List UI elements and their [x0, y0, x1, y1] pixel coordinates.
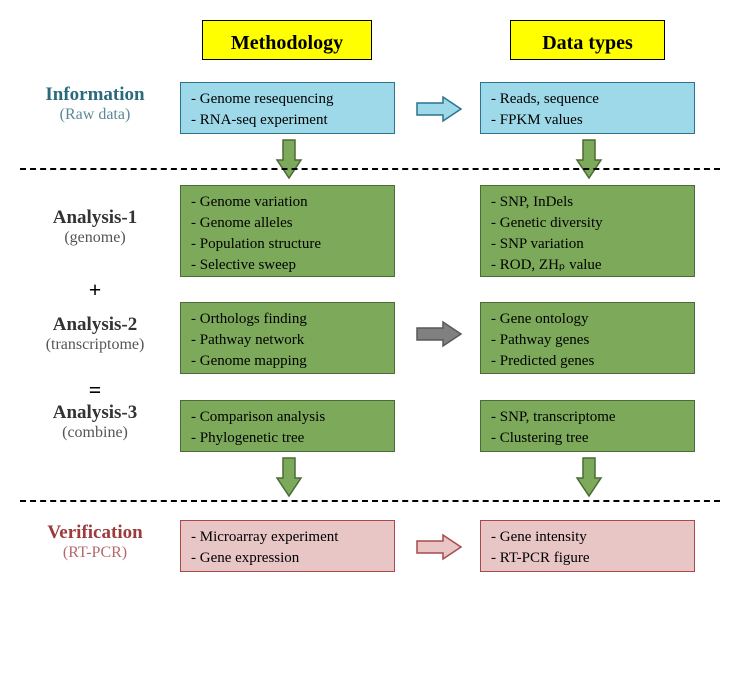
- header-datatypes: Data types: [510, 20, 665, 60]
- box-info-data: - Reads, sequence- FPKM values: [480, 82, 695, 134]
- side-verification: Verification(RT-PCR): [20, 522, 170, 562]
- box-a2-method: - Orthologs finding- Pathway network- Ge…: [180, 302, 395, 374]
- side-information: Information(Raw data): [20, 84, 170, 124]
- arrow-verif-right: [415, 533, 463, 566]
- box-a1-data: - SNP, InDels- Genetic diversity- SNP va…: [480, 185, 695, 277]
- box-a3-method: - Comparison analysis- Phylogenetic tree: [180, 400, 395, 452]
- arrow-info-right: [415, 95, 463, 128]
- side-analysis-3: Analysis-3(combine): [20, 402, 170, 442]
- side-analysis-2: Analysis-2(transcriptome): [20, 314, 170, 354]
- arrow-down-method-1: [275, 138, 303, 185]
- box-info-method: - Genome resequencing- RNA-seq experimen…: [180, 82, 395, 134]
- divider: [20, 500, 720, 502]
- divider: [20, 168, 720, 170]
- header-methodology: Methodology: [202, 20, 372, 60]
- box-a1-method: - Genome variation- Genome alleles- Popu…: [180, 185, 395, 277]
- box-a3-data: - SNP, transcriptome- Clustering tree: [480, 400, 695, 452]
- arrow-down-data-1: [575, 138, 603, 185]
- arrow-down-method-2: [275, 456, 303, 503]
- box-verif-data: - Gene intensity- RT-PCR figure: [480, 520, 695, 572]
- side-analysis-1: Analysis-1(genome): [20, 207, 170, 247]
- arrow-a2-right: [415, 320, 463, 353]
- box-verif-method: - Microarray experiment- Gene expression: [180, 520, 395, 572]
- arrow-down-data-2: [575, 456, 603, 503]
- box-a2-data: - Gene ontology- Pathway genes- Predicte…: [480, 302, 695, 374]
